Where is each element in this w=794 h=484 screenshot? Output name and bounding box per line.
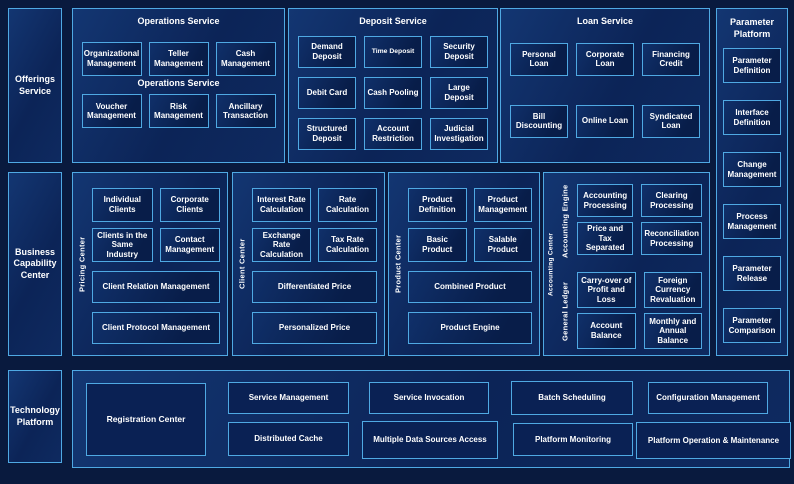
service-box: Configuration Management bbox=[648, 382, 768, 414]
parameter-platform-title: Parameter Platform bbox=[729, 17, 775, 39]
service-box: Financing Credit bbox=[642, 42, 700, 76]
service-box: Service Invocation bbox=[369, 382, 489, 414]
service-box: Basic Product bbox=[408, 228, 467, 262]
client-center-panel: Client Center Interest Rate Calculation … bbox=[232, 172, 385, 356]
service-box: Rate Calculation bbox=[318, 188, 377, 222]
service-box: Risk Management bbox=[148, 94, 209, 129]
product-grid: Product Definition Product Management Ba… bbox=[408, 188, 532, 262]
operations-service-title: Operations Service bbox=[137, 16, 220, 26]
product-center-label: Product Center bbox=[393, 234, 403, 294]
registration-center-box: Registration Center bbox=[86, 383, 206, 456]
operations-service-panel: Operations Service Organizational Manage… bbox=[72, 8, 285, 163]
service-box: Organizational Management bbox=[81, 41, 142, 76]
service-box: Exchange Rate Calculation bbox=[252, 228, 311, 262]
service-box: Salable Product bbox=[473, 228, 532, 262]
operations-row-1: Organizational Management Teller Managem… bbox=[73, 41, 284, 76]
service-box: Product Engine bbox=[408, 312, 532, 344]
service-box: Contact Management bbox=[159, 228, 220, 262]
service-box: Accounting Processing bbox=[577, 184, 634, 217]
service-box: Change Management bbox=[723, 152, 781, 188]
service-box: Syndicated Loan bbox=[642, 104, 700, 138]
service-box: Tax Rate Calculation bbox=[318, 228, 377, 262]
pricing-center-panel: Pricing Center Individual Clients Corpor… bbox=[72, 172, 228, 356]
service-box: Personal Loan bbox=[510, 42, 568, 76]
service-box: Platform Operation & Maintenance bbox=[636, 422, 791, 459]
service-box: Personalized Price bbox=[252, 312, 377, 344]
parameter-platform-panel: Parameter Platform Parameter Definition … bbox=[716, 8, 788, 356]
service-box: Bill Discounting bbox=[510, 104, 568, 138]
service-box: Cash Management bbox=[215, 41, 276, 76]
client-grid: Interest Rate Calculation Rate Calculati… bbox=[252, 188, 377, 262]
accounting-engine-grid: Accounting Processing Clearing Processin… bbox=[577, 184, 702, 255]
service-box: Foreign Currency Revaluation bbox=[643, 272, 702, 308]
service-box: Account Restriction bbox=[364, 117, 422, 150]
service-box: Process Management bbox=[723, 204, 781, 240]
service-box: Differentiated Price bbox=[252, 271, 377, 303]
service-box: Individual Clients bbox=[92, 188, 153, 222]
service-box: Parameter Comparison bbox=[723, 308, 781, 344]
service-box: Structured Deposit bbox=[298, 117, 356, 150]
service-box: Corporate Loan bbox=[576, 42, 634, 76]
service-box: Multiple Data Sources Access bbox=[362, 421, 498, 459]
service-box: Monthly and Annual Balance bbox=[643, 313, 702, 349]
client-center-label: Client Center bbox=[237, 238, 247, 290]
loan-grid: Personal Loan Corporate Loan Financing C… bbox=[510, 42, 700, 138]
service-box: Corporate Clients bbox=[159, 188, 220, 222]
service-box: Product Definition bbox=[408, 188, 467, 222]
deposit-service-title: Deposit Service bbox=[359, 16, 427, 26]
service-box: Clearing Processing bbox=[641, 184, 702, 217]
service-box: Carry-over of Profit and Loss bbox=[577, 272, 636, 308]
service-box: Product Management bbox=[473, 188, 532, 222]
service-box: Service Management bbox=[228, 382, 349, 414]
service-box: Judicial Investigation bbox=[430, 117, 488, 150]
rail-technology-platform: Technology Platform bbox=[8, 370, 62, 463]
service-box: Demand Deposit bbox=[298, 35, 356, 68]
service-box: Online Loan bbox=[576, 104, 634, 138]
technology-platform-panel: Registration Center Service Management D… bbox=[72, 370, 791, 468]
service-box: Client Protocol Management bbox=[92, 312, 220, 344]
service-box: Debit Card bbox=[298, 76, 356, 109]
pricing-center-label: Pricing Center bbox=[77, 236, 87, 292]
general-ledger-label: General Ledger bbox=[560, 281, 570, 341]
deposit-grid: Demand Deposit Time Deposit Security Dep… bbox=[298, 35, 488, 150]
service-box: Security Deposit bbox=[430, 35, 488, 68]
service-box: Account Balance bbox=[577, 313, 636, 349]
loan-service-panel: Loan Service Personal Loan Corporate Loa… bbox=[500, 8, 710, 163]
accounting-engine-label: Accounting Engine bbox=[560, 184, 570, 258]
service-box: Parameter Release bbox=[723, 256, 781, 292]
service-box: Distributed Cache bbox=[228, 422, 349, 456]
service-box: Time Deposit bbox=[364, 35, 422, 68]
service-box: Voucher Management bbox=[81, 94, 142, 129]
accounting-center-panel: Accounting Center Accounting Engine Acco… bbox=[543, 172, 710, 356]
service-box: Clients in the Same Industry bbox=[92, 228, 153, 262]
deposit-service-panel: Deposit Service Demand Deposit Time Depo… bbox=[288, 8, 498, 163]
product-center-panel: Product Center Product Definition Produc… bbox=[388, 172, 540, 356]
pricing-grid: Individual Clients Corporate Clients Cli… bbox=[92, 188, 220, 262]
service-box: Large Deposit bbox=[430, 76, 488, 109]
loan-service-title: Loan Service bbox=[576, 16, 634, 26]
service-box: Platform Monitoring bbox=[513, 423, 633, 456]
rail-business-capability-center: Business Capability Center bbox=[8, 172, 62, 356]
parameter-platform-boxes: Parameter Definition Interface Definitio… bbox=[717, 48, 787, 344]
service-box: Interface Definition bbox=[723, 100, 781, 136]
service-box: Ancillary Transaction bbox=[215, 94, 276, 129]
service-box: Interest Rate Calculation bbox=[252, 188, 311, 222]
operations-row-2: Voucher Management Risk Management Ancil… bbox=[73, 94, 284, 129]
service-box: Teller Management bbox=[148, 41, 209, 76]
accounting-center-label: Accounting Center bbox=[547, 232, 555, 296]
service-box: Reconciliation Processing bbox=[641, 222, 702, 255]
rail-offerings-service: Offerings Service bbox=[8, 8, 62, 163]
service-box: Client Relation Management bbox=[92, 271, 220, 303]
service-box: Batch Scheduling bbox=[511, 381, 633, 415]
general-ledger-grid: Carry-over of Profit and Loss Foreign Cu… bbox=[577, 272, 702, 349]
service-box: Price and Tax Separated bbox=[577, 222, 634, 255]
service-box: Combined Product bbox=[408, 271, 532, 303]
service-box: Cash Pooling bbox=[364, 76, 422, 109]
service-box: Parameter Definition bbox=[723, 48, 781, 84]
operations-service-mid-label: Operations Service bbox=[137, 77, 220, 88]
